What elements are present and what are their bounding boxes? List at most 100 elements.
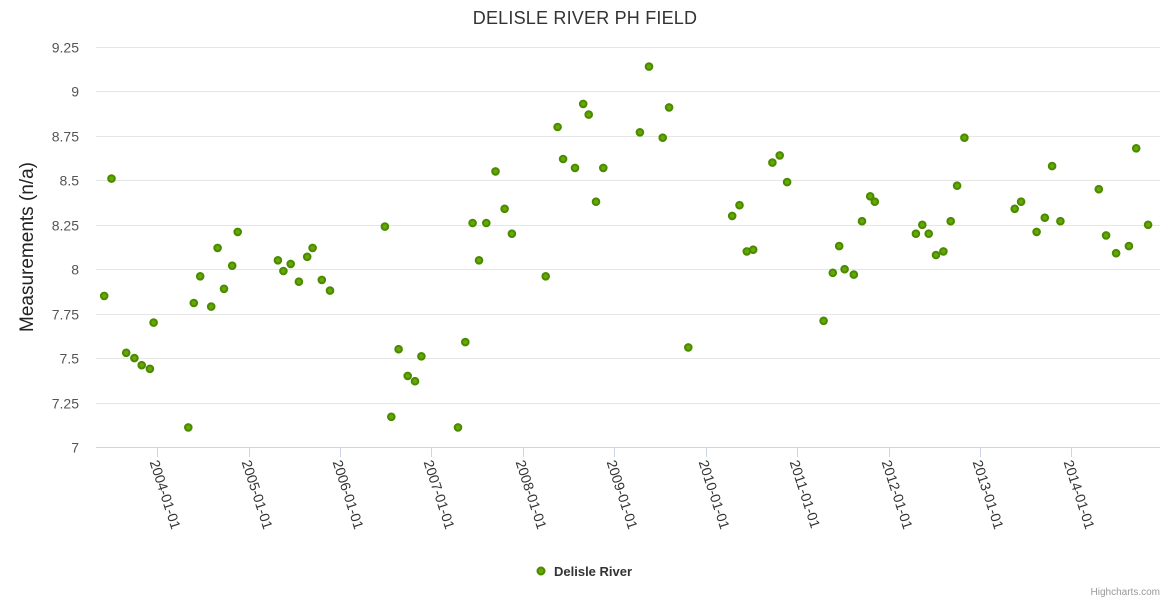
data-point[interactable] bbox=[591, 197, 601, 206]
data-point[interactable] bbox=[1111, 248, 1121, 258]
data-point[interactable] bbox=[782, 177, 792, 187]
data-point[interactable] bbox=[735, 200, 744, 210]
data-point[interactable] bbox=[1143, 220, 1153, 230]
data-point[interactable] bbox=[664, 103, 674, 112]
data-point[interactable] bbox=[137, 360, 146, 370]
y-tick-label: 7 bbox=[71, 440, 79, 456]
data-point[interactable] bbox=[828, 268, 838, 278]
data-point[interactable] bbox=[849, 270, 859, 279]
data-point[interactable] bbox=[1032, 227, 1041, 237]
data-point[interactable] bbox=[931, 250, 941, 260]
data-point[interactable] bbox=[1016, 197, 1026, 206]
data-point[interactable] bbox=[775, 151, 785, 160]
credits-link[interactable]: Highcharts.com bbox=[1091, 587, 1160, 598]
data-point[interactable] bbox=[195, 272, 205, 281]
data-point[interactable] bbox=[819, 316, 828, 326]
data-point[interactable] bbox=[1101, 231, 1111, 240]
data-point[interactable] bbox=[461, 337, 470, 347]
data-point[interactable] bbox=[286, 259, 296, 269]
data-point[interactable] bbox=[227, 261, 237, 271]
data-point[interactable] bbox=[507, 229, 517, 238]
data-point[interactable] bbox=[1010, 204, 1020, 214]
data-point[interactable] bbox=[870, 197, 880, 206]
data-point[interactable] bbox=[599, 163, 608, 173]
data-point[interactable] bbox=[302, 252, 312, 262]
data-point[interactable] bbox=[145, 364, 155, 374]
data-point[interactable] bbox=[317, 275, 327, 285]
data-point[interactable] bbox=[279, 266, 288, 276]
data-point[interactable] bbox=[865, 192, 875, 201]
data-point[interactable] bbox=[960, 133, 969, 142]
data-point[interactable] bbox=[482, 218, 491, 228]
data-point[interactable] bbox=[924, 229, 934, 238]
data-point[interactable] bbox=[834, 241, 844, 251]
data-point[interactable] bbox=[1056, 216, 1065, 226]
data-point[interactable] bbox=[213, 243, 222, 253]
data-point[interactable] bbox=[394, 344, 403, 354]
data-point[interactable] bbox=[840, 264, 849, 274]
y-tick-label: 9.25 bbox=[52, 40, 79, 56]
data-point[interactable] bbox=[911, 229, 921, 238]
y-tick-label: 8 bbox=[71, 262, 79, 278]
data-point[interactable] bbox=[857, 216, 867, 226]
y-axis-tick-labels: 7 7.25 7.5 7.75 8 8.25 8.5 8.75 9 9.25 bbox=[52, 40, 79, 456]
data-point[interactable] bbox=[417, 352, 426, 361]
data-point[interactable] bbox=[1094, 184, 1104, 194]
data-point[interactable] bbox=[294, 277, 304, 287]
data-point[interactable] bbox=[635, 128, 645, 137]
data-point[interactable] bbox=[380, 222, 390, 231]
data-point[interactable] bbox=[570, 163, 580, 173]
data-point[interactable] bbox=[121, 348, 131, 358]
data-point[interactable] bbox=[1124, 241, 1134, 251]
data-point[interactable] bbox=[952, 181, 962, 190]
data-point[interactable] bbox=[684, 343, 693, 352]
legend[interactable]: Delisle River bbox=[536, 564, 633, 579]
data-point[interactable] bbox=[130, 353, 139, 363]
legend-item-delisle-river[interactable]: Delisle River bbox=[554, 564, 632, 579]
data-point[interactable] bbox=[584, 110, 594, 119]
data-point[interactable] bbox=[918, 220, 927, 230]
data-point[interactable] bbox=[219, 284, 229, 294]
data-point[interactable] bbox=[308, 243, 317, 253]
y-tick-label: 9 bbox=[71, 84, 79, 100]
y-gridlines bbox=[96, 47, 1160, 404]
data-point[interactable] bbox=[558, 154, 568, 164]
data-point[interactable] bbox=[189, 298, 199, 308]
data-point[interactable] bbox=[184, 423, 193, 432]
data-point[interactable] bbox=[727, 211, 737, 221]
data-point[interactable] bbox=[233, 227, 242, 237]
data-point[interactable] bbox=[946, 216, 956, 226]
data-point[interactable] bbox=[500, 204, 509, 214]
data-point[interactable] bbox=[768, 158, 777, 167]
series-delisle-river bbox=[99, 62, 1153, 432]
data-point[interactable] bbox=[1040, 213, 1050, 222]
data-point[interactable] bbox=[468, 218, 477, 228]
y-tick-label: 8.5 bbox=[60, 173, 80, 189]
legend-marker-icon[interactable] bbox=[536, 566, 546, 576]
data-point[interactable] bbox=[325, 286, 335, 295]
data-point[interactable] bbox=[541, 272, 551, 281]
data-point[interactable] bbox=[387, 412, 396, 422]
data-point[interactable] bbox=[748, 245, 758, 254]
data-point[interactable] bbox=[273, 256, 283, 265]
chart-title: DELISLE RIVER PH FIELD bbox=[473, 8, 697, 28]
data-point[interactable] bbox=[1131, 144, 1141, 153]
data-point[interactable] bbox=[107, 174, 116, 183]
data-point[interactable] bbox=[578, 99, 588, 109]
data-point[interactable] bbox=[206, 302, 216, 311]
data-point[interactable] bbox=[403, 371, 413, 381]
y-tick-label: 7.25 bbox=[52, 396, 79, 412]
data-point[interactable] bbox=[1047, 161, 1057, 171]
data-point[interactable] bbox=[453, 423, 463, 432]
data-point[interactable] bbox=[410, 376, 420, 386]
data-point[interactable] bbox=[939, 247, 948, 256]
data-point[interactable] bbox=[149, 318, 158, 327]
data-point[interactable] bbox=[491, 167, 500, 176]
data-point[interactable] bbox=[99, 291, 109, 301]
data-point[interactable] bbox=[474, 256, 484, 265]
data-point[interactable] bbox=[644, 62, 654, 71]
data-point[interactable] bbox=[553, 122, 562, 132]
data-point[interactable] bbox=[658, 133, 668, 142]
